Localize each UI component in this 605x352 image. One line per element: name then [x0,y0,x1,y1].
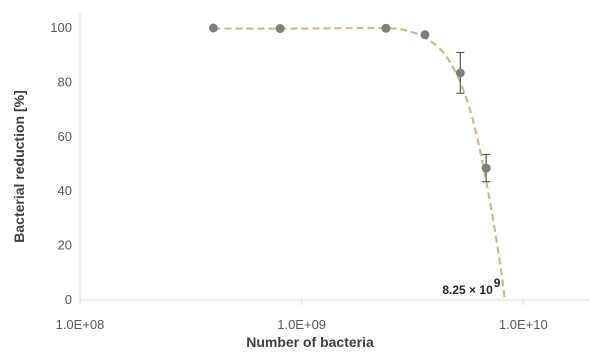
y-tick-label: 100 [50,20,72,35]
y-tick-label: 80 [58,74,72,89]
x-tick-label: 1.0E+08 [56,317,105,332]
x-tick-label: 1.0E+09 [277,317,326,332]
y-tick-label: 20 [58,238,72,253]
y-tick-label: 40 [58,183,72,198]
data-point-1 [208,23,218,33]
x-intercept-annotation: 8.25 × 10 [442,283,493,297]
data-point-2 [275,24,285,34]
x-intercept-annotation-exponent: 9 [494,276,501,290]
data-point-5 [455,68,465,78]
y-tick-label: 60 [58,129,72,144]
y-axis-title: Bacterial reduction [%] [11,90,27,242]
x-tick-label: 1.0E+10 [499,317,548,332]
fit-curve [213,26,506,301]
data-point-4 [420,30,430,40]
data-point-3 [381,23,391,33]
data-point-6 [481,163,491,173]
x-axis-title: Number of bacteria [246,334,374,350]
y-tick-label: 0 [65,292,72,307]
